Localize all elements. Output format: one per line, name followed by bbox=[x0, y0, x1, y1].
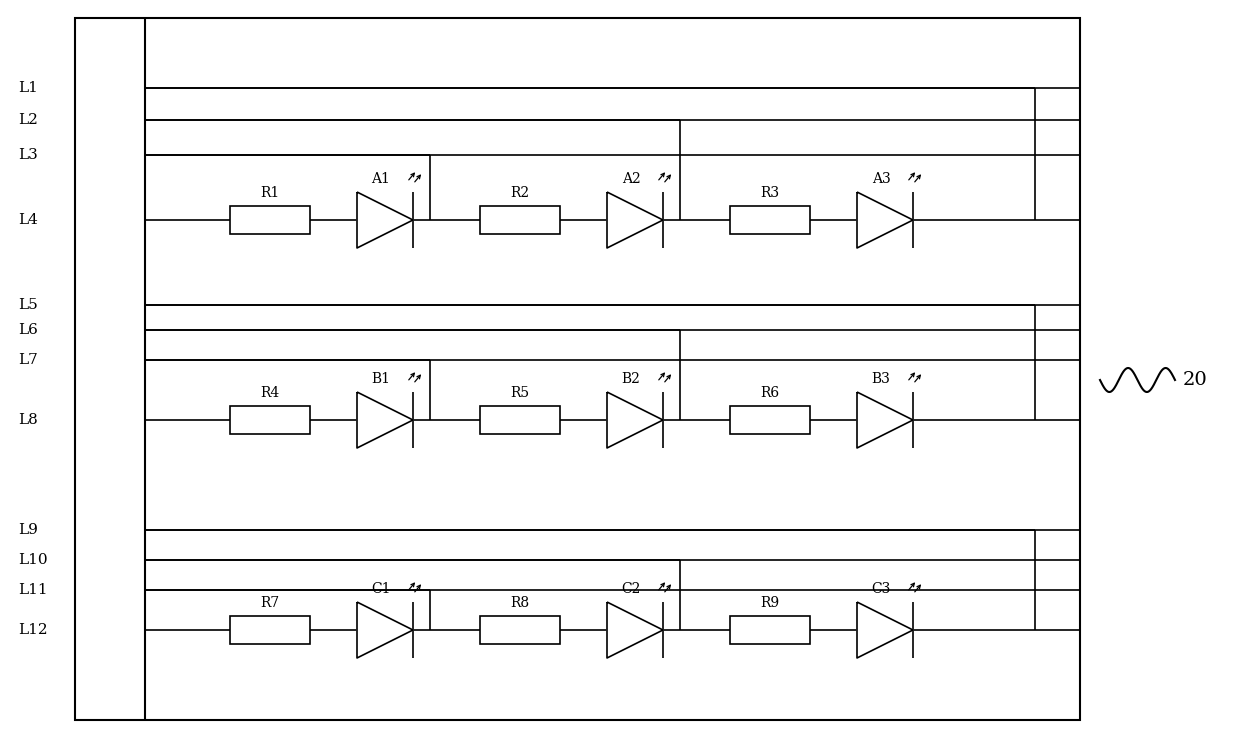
Text: R9: R9 bbox=[760, 596, 780, 610]
Text: A1: A1 bbox=[372, 172, 391, 186]
Polygon shape bbox=[608, 602, 663, 658]
Text: R5: R5 bbox=[511, 386, 529, 400]
Bar bbox=[74, 18, 1080, 720]
Polygon shape bbox=[357, 602, 413, 658]
Text: B3: B3 bbox=[872, 372, 890, 386]
Polygon shape bbox=[357, 192, 413, 248]
Text: C2: C2 bbox=[621, 582, 641, 596]
Text: R8: R8 bbox=[511, 596, 529, 610]
Text: L5: L5 bbox=[19, 298, 37, 312]
Text: L8: L8 bbox=[19, 413, 37, 427]
Text: R7: R7 bbox=[260, 596, 280, 610]
Text: L12: L12 bbox=[19, 623, 47, 637]
Bar bbox=[480, 206, 560, 234]
Text: A3: A3 bbox=[872, 172, 890, 186]
Text: L11: L11 bbox=[19, 583, 47, 597]
Text: L10: L10 bbox=[19, 553, 47, 567]
Bar bbox=[480, 616, 560, 644]
Polygon shape bbox=[608, 392, 663, 448]
Text: L9: L9 bbox=[19, 523, 38, 537]
Text: R2: R2 bbox=[511, 186, 529, 200]
Bar bbox=[229, 206, 310, 234]
Bar bbox=[229, 616, 310, 644]
Text: R1: R1 bbox=[260, 186, 280, 200]
Bar bbox=[730, 206, 810, 234]
Text: L6: L6 bbox=[19, 323, 38, 337]
Text: L4: L4 bbox=[19, 213, 38, 227]
Text: L7: L7 bbox=[19, 353, 37, 367]
Text: R6: R6 bbox=[760, 386, 780, 400]
Text: L3: L3 bbox=[19, 148, 37, 162]
Text: R3: R3 bbox=[760, 186, 780, 200]
Polygon shape bbox=[857, 392, 913, 448]
Bar bbox=[730, 616, 810, 644]
Text: 20: 20 bbox=[1183, 371, 1208, 389]
Polygon shape bbox=[357, 392, 413, 448]
Text: L2: L2 bbox=[19, 113, 38, 127]
Text: C1: C1 bbox=[371, 582, 391, 596]
Text: L1: L1 bbox=[19, 81, 38, 95]
Text: B1: B1 bbox=[372, 372, 391, 386]
Polygon shape bbox=[608, 192, 663, 248]
Text: C3: C3 bbox=[872, 582, 890, 596]
Bar bbox=[480, 406, 560, 434]
Text: B2: B2 bbox=[621, 372, 640, 386]
Bar bbox=[730, 406, 810, 434]
Bar bbox=[229, 406, 310, 434]
Text: A2: A2 bbox=[621, 172, 640, 186]
Polygon shape bbox=[857, 192, 913, 248]
Polygon shape bbox=[857, 602, 913, 658]
Text: R4: R4 bbox=[260, 386, 280, 400]
